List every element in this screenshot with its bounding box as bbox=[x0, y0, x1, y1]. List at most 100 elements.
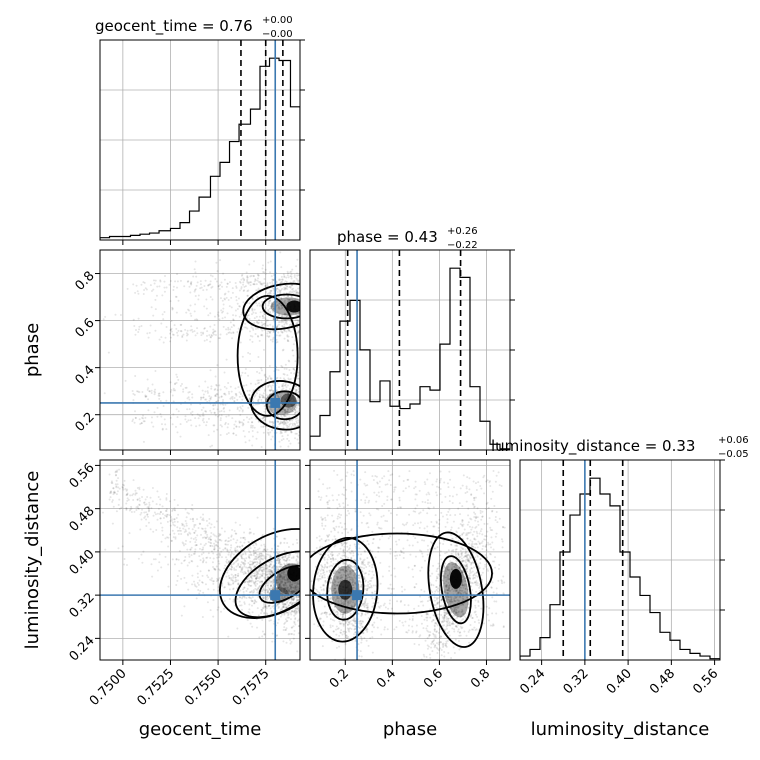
sample-point bbox=[150, 306, 153, 309]
sample-point bbox=[225, 433, 228, 436]
sample-point bbox=[200, 408, 203, 411]
sample-point bbox=[350, 561, 353, 564]
title-geocent-time-sub: −0.00 bbox=[262, 29, 293, 40]
sample-point bbox=[175, 381, 178, 384]
sample-point bbox=[185, 311, 188, 314]
sample-point bbox=[195, 318, 198, 321]
sample-point bbox=[204, 380, 207, 383]
sample-point bbox=[181, 382, 184, 385]
sample-point bbox=[228, 305, 231, 308]
sample-point bbox=[282, 413, 285, 416]
sample-point bbox=[278, 559, 281, 562]
sample-point bbox=[246, 294, 249, 297]
sample-point bbox=[360, 612, 363, 615]
sample-point bbox=[277, 588, 280, 591]
sample-point bbox=[292, 601, 295, 604]
sample-point bbox=[339, 571, 342, 574]
sample-point bbox=[452, 620, 455, 623]
sample-point bbox=[261, 610, 264, 613]
sample-point bbox=[146, 506, 149, 509]
sample-point bbox=[270, 563, 273, 566]
sample-point bbox=[286, 411, 289, 414]
sample-point bbox=[461, 573, 464, 576]
sample-point bbox=[351, 576, 354, 579]
sample-point bbox=[209, 397, 212, 400]
sample-point bbox=[297, 607, 300, 610]
sample-point bbox=[155, 294, 158, 297]
sample-point bbox=[110, 480, 113, 483]
sample-point bbox=[145, 511, 148, 514]
sample-point bbox=[223, 392, 226, 395]
sample-point bbox=[282, 571, 285, 574]
sample-point bbox=[291, 626, 294, 629]
sample-point bbox=[281, 596, 284, 599]
sample-point bbox=[150, 290, 153, 293]
sample-point bbox=[168, 283, 171, 286]
sample-point bbox=[200, 286, 203, 289]
sample-point bbox=[336, 577, 339, 580]
sample-point bbox=[297, 599, 300, 602]
sample-point bbox=[208, 517, 211, 520]
sample-point bbox=[152, 514, 155, 517]
sample-point bbox=[232, 582, 235, 585]
sample-point bbox=[227, 328, 230, 331]
sample-point bbox=[265, 568, 268, 571]
sample-point bbox=[237, 550, 240, 553]
sample-point bbox=[243, 541, 246, 544]
sample-point bbox=[191, 518, 194, 521]
sample-point bbox=[278, 585, 281, 588]
sample-point bbox=[428, 596, 431, 599]
sample-point bbox=[448, 600, 451, 603]
sample-point bbox=[217, 415, 220, 418]
sample-point bbox=[481, 533, 484, 536]
sample-point bbox=[267, 300, 270, 303]
sample-point bbox=[289, 422, 292, 425]
sample-point bbox=[209, 312, 212, 315]
sample-point bbox=[450, 588, 453, 591]
sample-point bbox=[240, 567, 243, 570]
sample-point bbox=[286, 288, 289, 291]
sample-point bbox=[269, 392, 272, 395]
sample-point bbox=[262, 416, 265, 419]
sample-point bbox=[252, 275, 255, 278]
sample-point bbox=[246, 580, 249, 583]
sample-point bbox=[280, 595, 283, 598]
sample-point bbox=[232, 598, 235, 601]
sample-point bbox=[236, 574, 239, 577]
sample-point bbox=[176, 416, 179, 419]
sample-point bbox=[209, 535, 212, 538]
sample-point bbox=[288, 553, 291, 556]
sample-point bbox=[347, 556, 350, 559]
sample-point bbox=[164, 514, 167, 517]
sample-point bbox=[280, 608, 283, 611]
sample-point bbox=[229, 539, 232, 542]
sample-point bbox=[339, 568, 342, 571]
sample-point bbox=[280, 597, 283, 600]
sample-point bbox=[267, 428, 270, 431]
sample-point bbox=[263, 410, 266, 413]
sample-point bbox=[365, 592, 368, 595]
sample-point bbox=[284, 408, 287, 411]
sample-point bbox=[462, 531, 465, 534]
sample-point bbox=[266, 590, 269, 593]
sample-point bbox=[293, 611, 296, 614]
sample-point bbox=[455, 609, 458, 612]
sample-point bbox=[236, 539, 239, 542]
sample-point bbox=[359, 581, 362, 584]
sample-point bbox=[445, 620, 448, 623]
sample-point bbox=[196, 534, 199, 537]
sample-point bbox=[460, 604, 463, 607]
sample-point bbox=[295, 559, 298, 562]
sample-point bbox=[211, 275, 214, 278]
sample-point bbox=[219, 297, 222, 300]
sample-point bbox=[213, 548, 216, 551]
sample-point bbox=[175, 558, 178, 561]
sample-point bbox=[183, 531, 186, 534]
sample-point bbox=[269, 289, 272, 292]
sample-point bbox=[279, 541, 282, 544]
sample-point bbox=[270, 429, 273, 432]
sample-point bbox=[276, 420, 279, 423]
sample-point bbox=[257, 556, 260, 559]
sample-point bbox=[256, 591, 259, 594]
sample-point bbox=[444, 644, 447, 647]
